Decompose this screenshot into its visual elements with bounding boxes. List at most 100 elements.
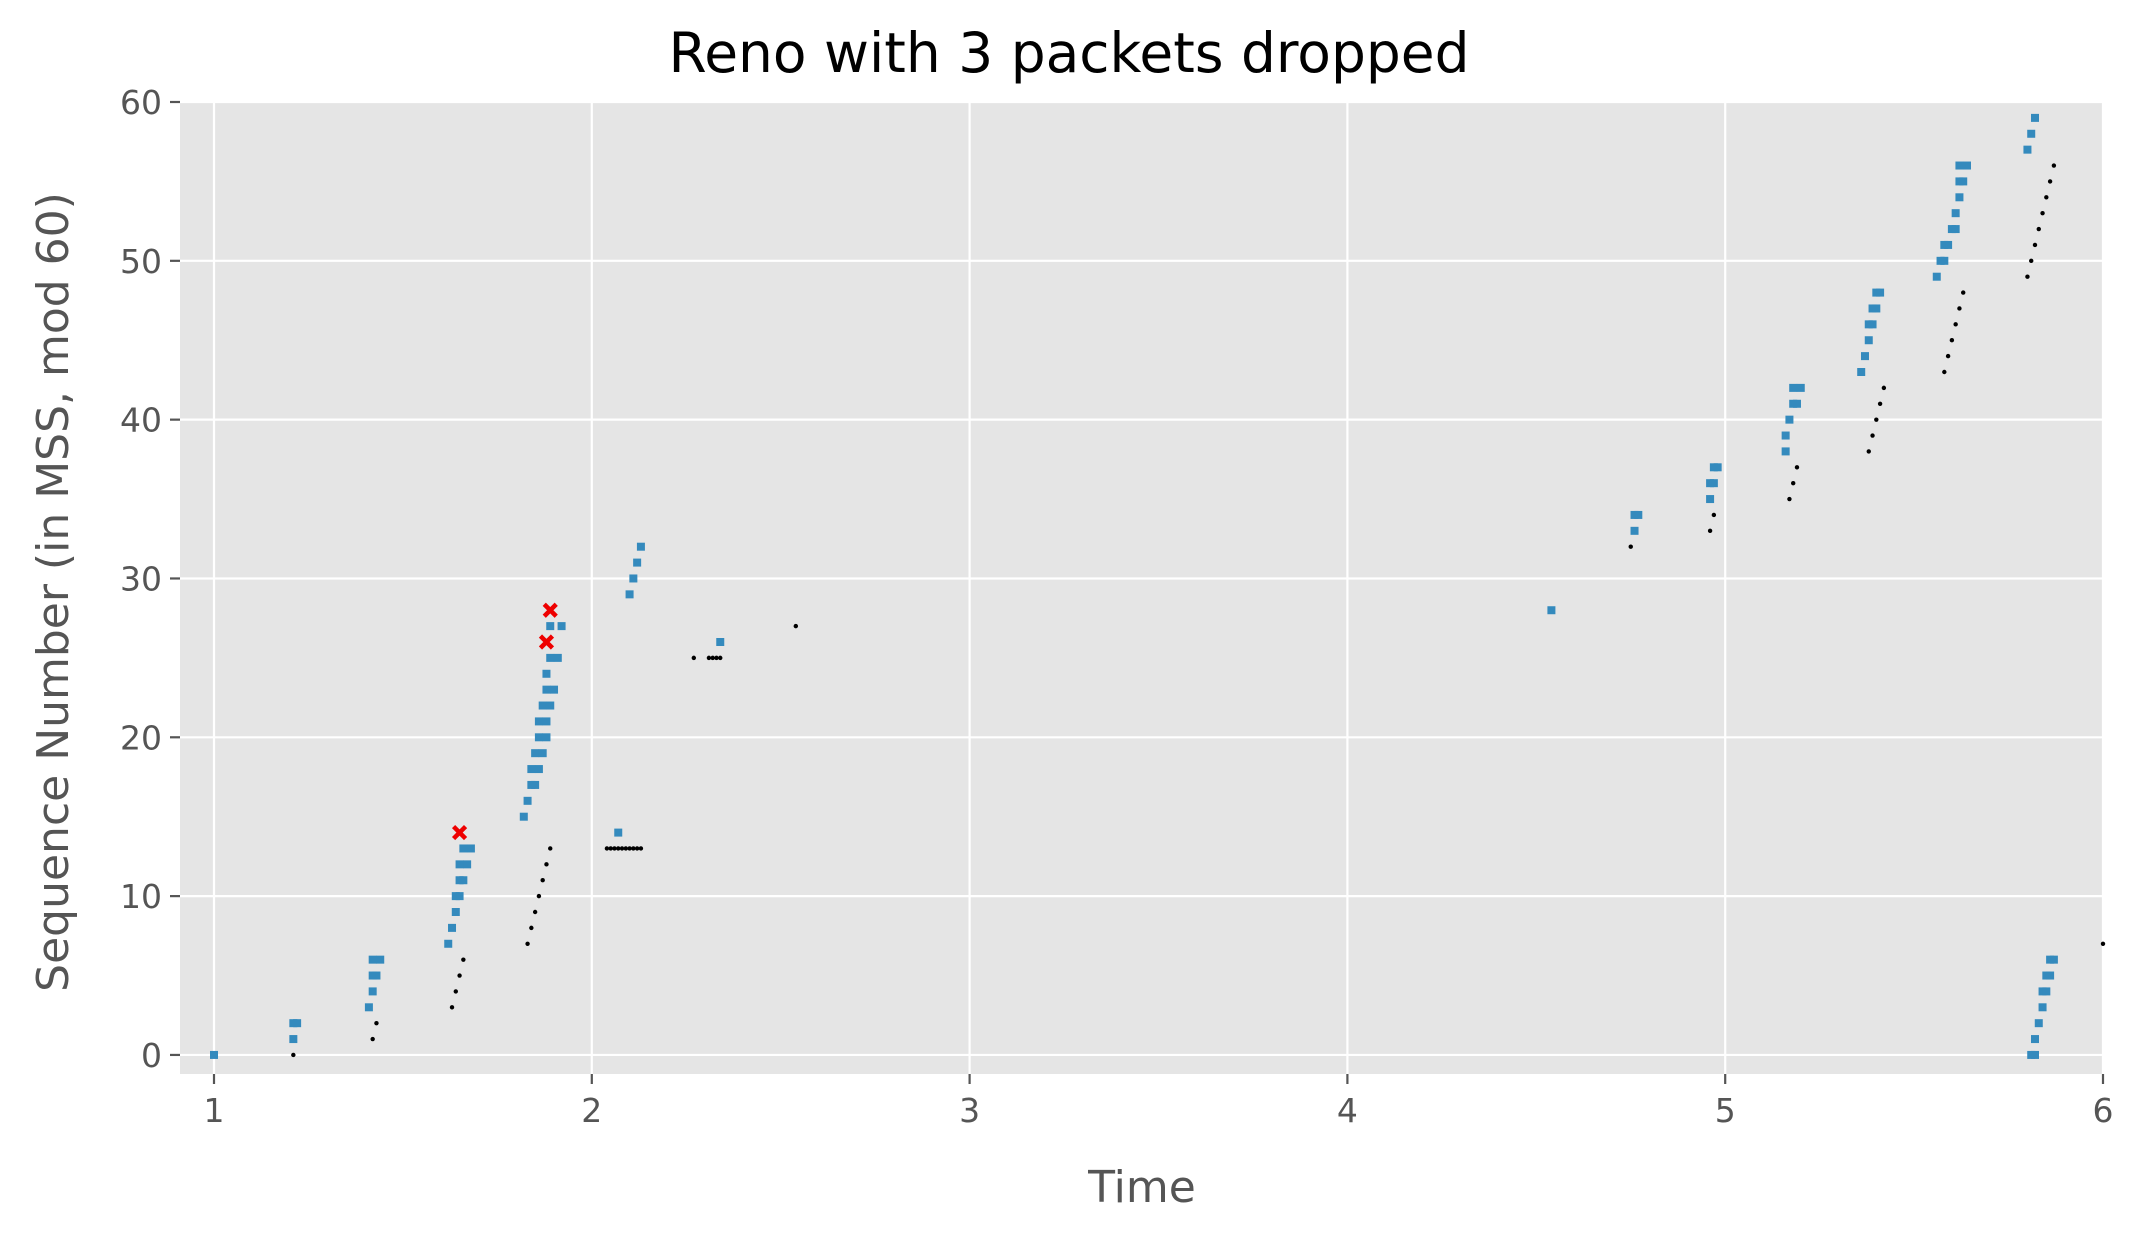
packet-marker xyxy=(368,987,377,996)
packet-marker xyxy=(372,971,381,980)
ack-marker xyxy=(1957,306,1962,311)
packet-marker xyxy=(364,1003,373,1012)
packet-marker xyxy=(2023,145,2032,154)
ack-marker xyxy=(619,846,625,851)
packet-marker xyxy=(2049,955,2058,964)
packet-marker xyxy=(1951,225,1960,234)
ack-marker xyxy=(631,846,636,851)
ack-marker xyxy=(2044,195,2049,200)
ack-marker xyxy=(536,893,542,899)
packet-marker xyxy=(523,796,532,805)
ack-marker xyxy=(544,862,549,867)
ack-marker xyxy=(710,655,715,661)
packet-marker xyxy=(448,923,457,932)
packet-marker xyxy=(538,749,547,758)
packet-marker xyxy=(1955,193,1964,202)
packet-marker xyxy=(534,733,543,742)
ack-marker xyxy=(449,1005,455,1010)
ack-marker xyxy=(634,846,640,851)
packet-marker xyxy=(466,844,475,853)
ack-marker xyxy=(1711,512,1717,518)
ack-marker xyxy=(2051,163,2057,168)
packet-marker xyxy=(557,622,566,631)
packet-marker xyxy=(293,1019,302,1028)
ack-marker xyxy=(608,846,613,851)
ack-marker xyxy=(718,655,723,661)
x-tick-label: 3 xyxy=(959,1091,980,1130)
packet-marker xyxy=(1872,304,1881,313)
series-acknowledgements xyxy=(291,163,2106,1058)
ack-marker xyxy=(1794,465,1800,470)
packet-marker xyxy=(289,1035,298,1044)
packet-marker xyxy=(1634,510,1643,519)
ack-marker xyxy=(1870,433,1875,438)
ack-marker xyxy=(370,1036,375,1042)
ack-marker xyxy=(612,846,617,851)
packet-marker xyxy=(534,765,543,774)
ack-marker xyxy=(1787,496,1792,502)
x-tick-label: 5 xyxy=(1715,1091,1736,1130)
packet-marker xyxy=(1796,383,1805,392)
packet-marker xyxy=(459,876,468,885)
packet-marker xyxy=(1709,479,1718,488)
packet-marker xyxy=(444,939,453,948)
packet-marker xyxy=(2046,971,2055,980)
packet-marker xyxy=(1962,161,1971,170)
packet-marker xyxy=(210,1050,219,1059)
packet-marker xyxy=(2038,1003,2047,1012)
data-series xyxy=(210,113,2106,1059)
packet-marker xyxy=(2030,1035,2039,1044)
packet-marker xyxy=(538,701,547,710)
packet-marker xyxy=(519,812,528,821)
ack-marker xyxy=(1628,544,1633,549)
ack-marker xyxy=(623,846,629,851)
y-tick-label: 50 xyxy=(120,242,162,281)
ack-marker xyxy=(1942,369,1947,375)
packet-marker xyxy=(1547,606,1556,615)
drop-marker xyxy=(542,602,558,618)
ack-marker xyxy=(1874,417,1879,422)
ack-marker xyxy=(1881,385,1887,391)
ack-marker xyxy=(638,846,644,851)
ack-marker xyxy=(374,1020,379,1026)
ack-marker xyxy=(532,909,538,915)
chart-title: Reno with 3 packets dropped xyxy=(668,21,1469,85)
ack-marker xyxy=(714,655,719,661)
packet-marker xyxy=(1857,368,1866,376)
ack-marker xyxy=(461,957,466,962)
ack-marker xyxy=(793,623,799,629)
y-tick-label: 40 xyxy=(120,401,162,440)
x-axis-label: Time xyxy=(1087,1162,1196,1213)
drop-marker xyxy=(451,824,468,841)
packet-marker xyxy=(1951,209,1960,218)
ack-marker xyxy=(2040,210,2045,216)
packet-marker xyxy=(531,749,540,758)
packet-marker xyxy=(1785,415,1794,424)
packet-marker xyxy=(550,685,559,694)
packet-marker xyxy=(542,669,551,678)
packet-marker xyxy=(1876,288,1885,297)
ack-marker xyxy=(1949,338,1955,343)
packet-marker xyxy=(1860,352,1869,361)
y-tick-label: 0 xyxy=(141,1036,162,1075)
packet-marker xyxy=(2030,113,2039,122)
ack-marker xyxy=(548,846,553,851)
packet-marker xyxy=(2027,129,2036,138)
packet-marker xyxy=(1792,399,1801,408)
ack-marker xyxy=(691,655,697,661)
y-axis-label: Sequence Number (in MSS, mod 60) xyxy=(28,192,79,992)
ack-marker xyxy=(1945,353,1951,359)
packet-marker xyxy=(1955,161,1964,170)
packet-marker xyxy=(1868,320,1877,329)
packet-marker xyxy=(463,860,472,869)
ack-marker xyxy=(291,1052,296,1058)
ack-marker xyxy=(529,925,534,931)
packet-marker xyxy=(553,653,562,662)
plot-area xyxy=(180,102,2103,1074)
packet-marker xyxy=(546,622,555,631)
packet-marker xyxy=(2042,987,2051,996)
packet-marker xyxy=(633,558,642,567)
ack-marker xyxy=(604,846,610,851)
packet-marker xyxy=(1781,431,1790,440)
